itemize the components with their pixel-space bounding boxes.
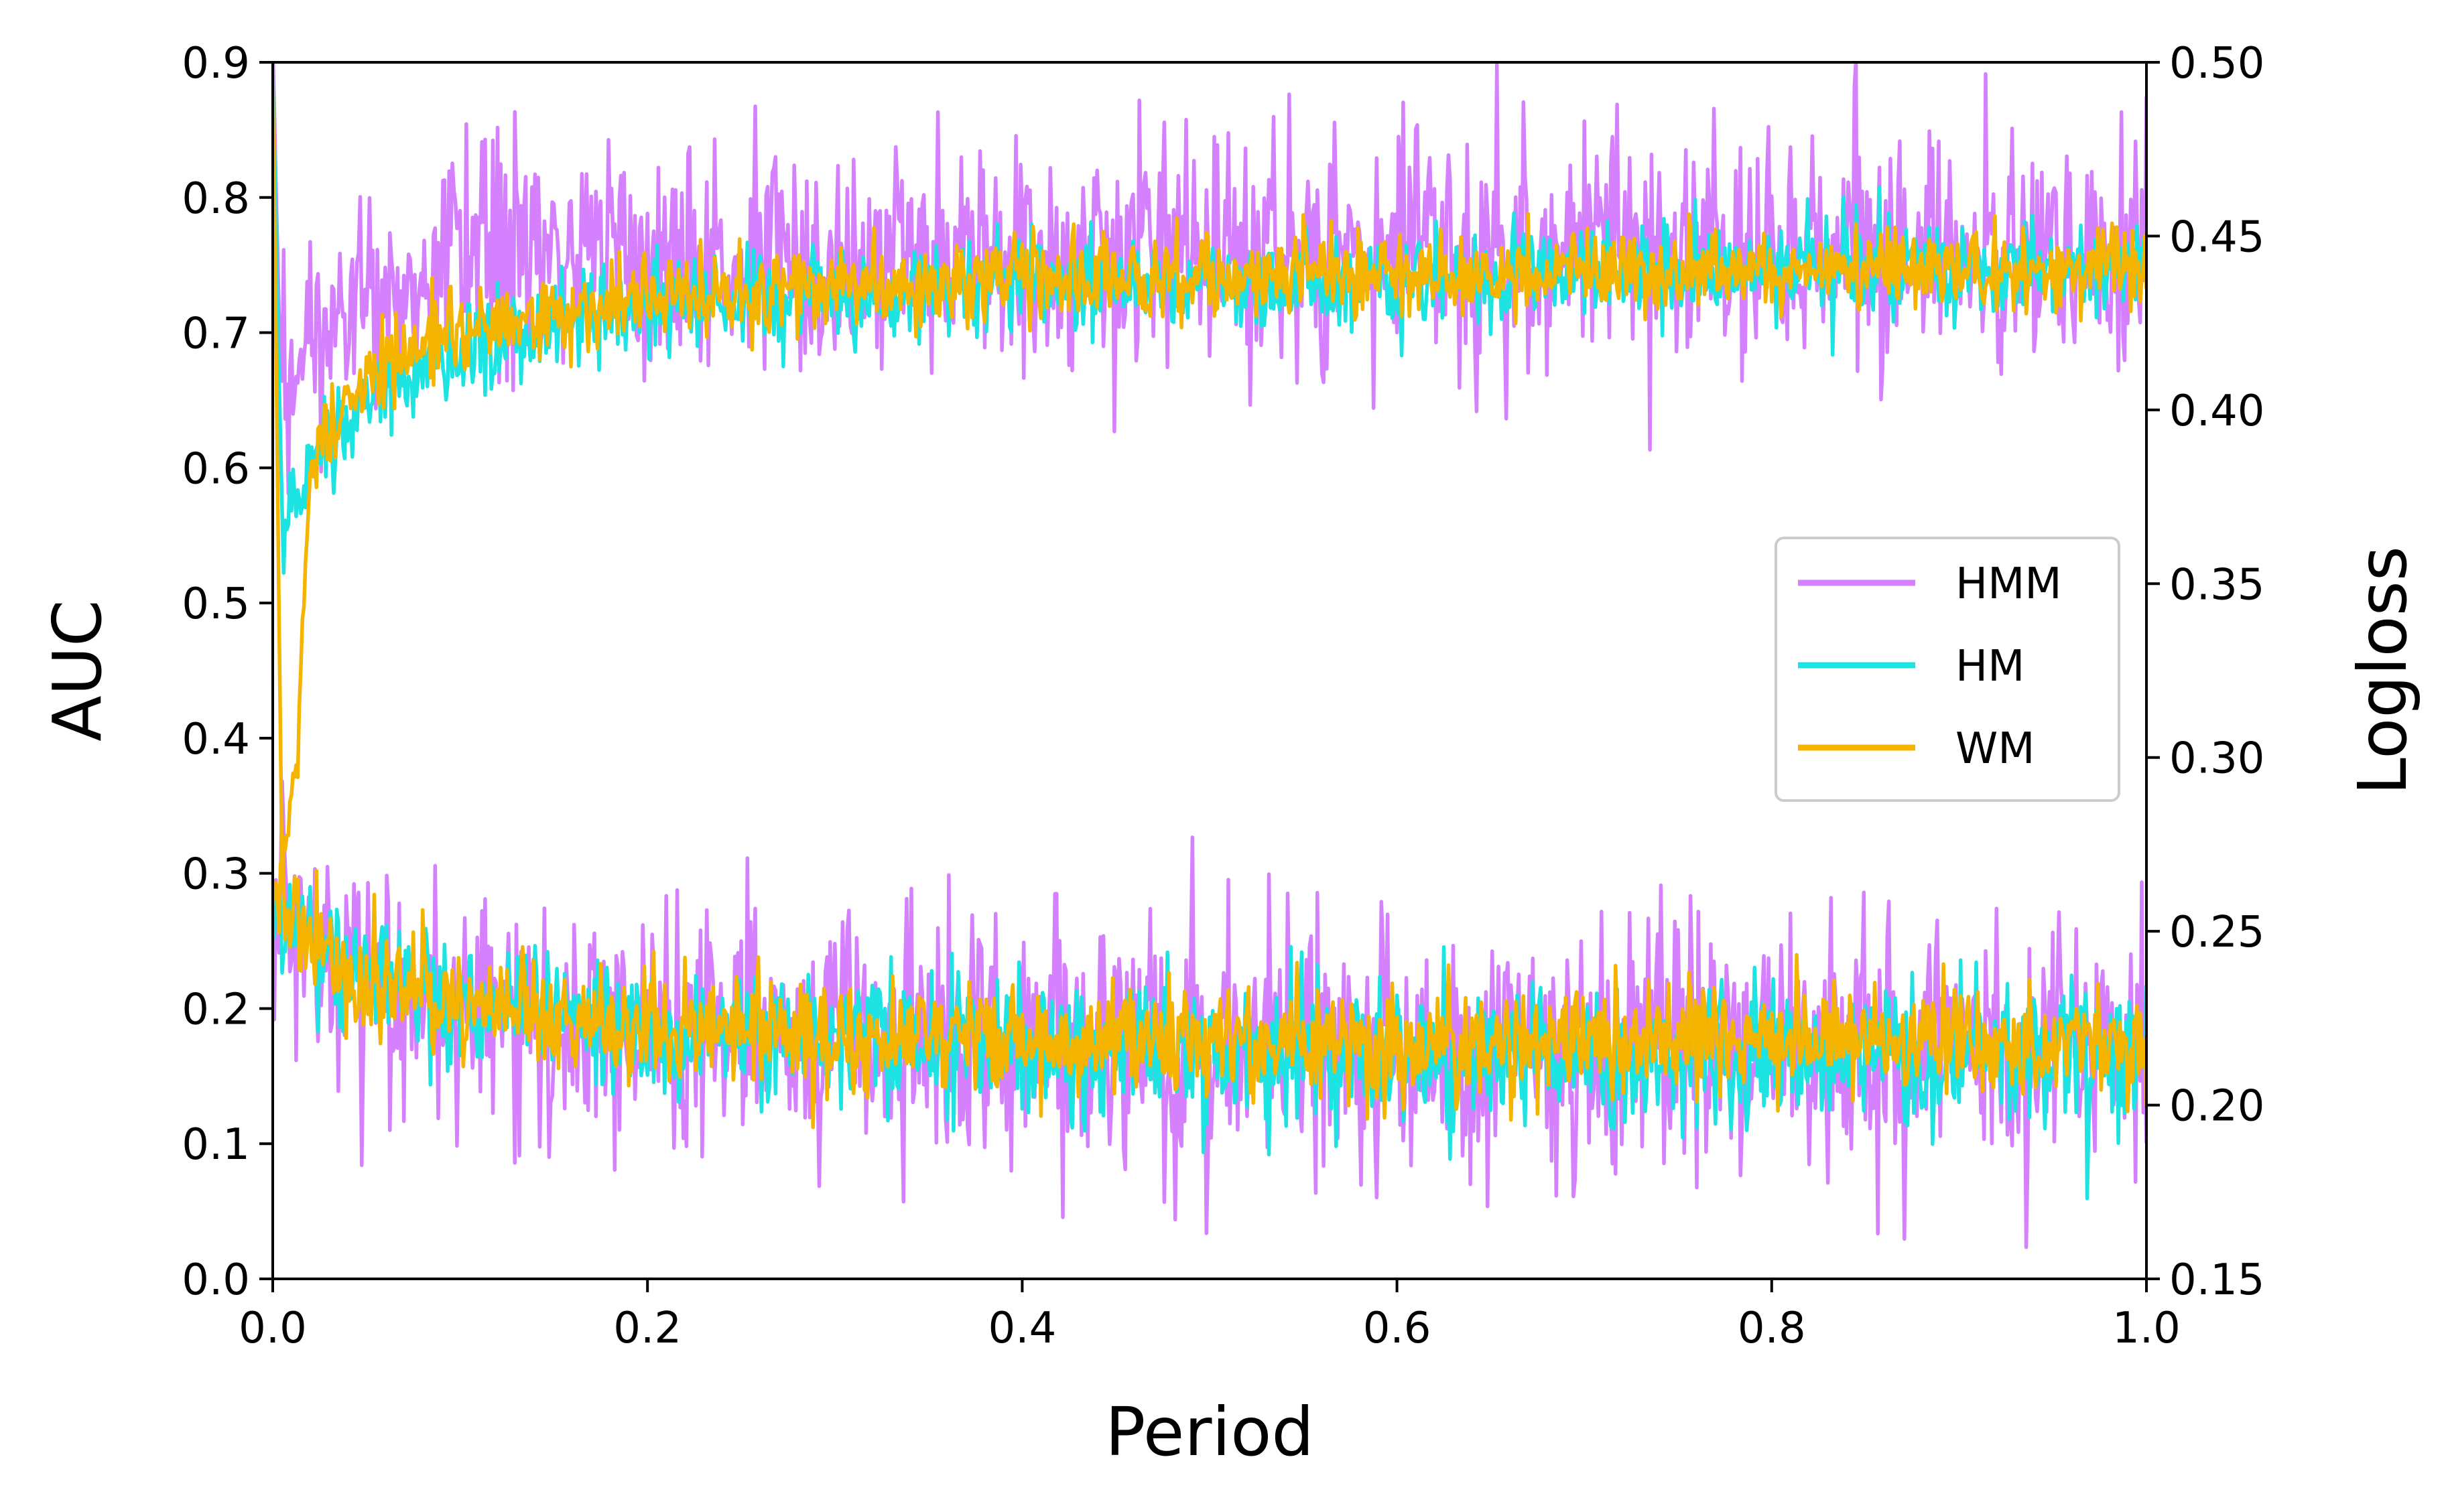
series-hmm-auc-line xyxy=(273,62,2146,496)
y-right-tick-label: 0.45 xyxy=(2169,212,2265,262)
legend: HMM HM WM xyxy=(1775,537,2120,802)
y-tick-label: 0.6 xyxy=(182,444,250,494)
y-tick-label: 0.3 xyxy=(182,850,250,900)
y-tick-label: 0.9 xyxy=(182,39,250,88)
series-wm-auc-line xyxy=(273,65,2146,891)
legend-label-hm: HM xyxy=(1955,642,2024,691)
y-right-tick-label: 0.20 xyxy=(2169,1082,2265,1131)
y-right-tick-label: 0.25 xyxy=(2169,908,2265,957)
y-tick-label: 0.0 xyxy=(182,1255,250,1305)
x-axis-title: Period xyxy=(1105,1393,1314,1471)
y-axis-right-title: Logloss xyxy=(2343,546,2422,795)
y-right-tick-label: 0.50 xyxy=(2169,39,2265,88)
y-tick-label: 0.4 xyxy=(182,715,250,764)
series-wm-logloss-line xyxy=(273,850,2146,1129)
y-axis-right-ticks: 0.15 0.20 0.25 0.30 0.35 0.40 0.45 0.50 xyxy=(2146,39,2265,1305)
y-right-tick-label: 0.15 xyxy=(2169,1255,2265,1305)
y-tick-label: 0.2 xyxy=(182,985,250,1034)
x-axis-ticks: 0.0 0.2 0.4 0.6 0.8 1.0 xyxy=(239,1279,2181,1353)
legend-frame xyxy=(1775,537,2120,802)
legend-items: HMM HM WM xyxy=(1798,559,2062,774)
y-tick-label: 0.5 xyxy=(182,579,250,629)
y-right-tick-label: 0.30 xyxy=(2169,734,2265,784)
y-tick-label: 0.8 xyxy=(182,174,250,224)
plot-frame xyxy=(271,61,2148,1280)
x-tick-label: 1.0 xyxy=(2112,1304,2181,1353)
x-tick-label: 0.2 xyxy=(613,1304,682,1353)
x-tick-label: 0.4 xyxy=(988,1304,1057,1353)
y-tick-label: 0.1 xyxy=(182,1120,250,1170)
x-tick-label: 0.8 xyxy=(1738,1304,1806,1353)
x-tick-label: 0.6 xyxy=(1363,1304,1431,1353)
y-right-tick-label: 0.35 xyxy=(2169,560,2265,610)
y-axis-title: AUC xyxy=(38,600,117,741)
legend-label-hmm: HMM xyxy=(1955,559,2062,609)
y-right-tick-label: 0.40 xyxy=(2169,387,2265,436)
legend-label-wm: WM xyxy=(1955,724,2035,774)
y-tick-label: 0.7 xyxy=(182,310,250,359)
series-layer xyxy=(273,62,2146,1249)
y-axis-ticks: 0.0 0.1 0.2 0.3 0.4 0.5 0.6 0.7 0.8 0.9 xyxy=(182,39,273,1305)
x-tick-label: 0.0 xyxy=(239,1304,307,1353)
